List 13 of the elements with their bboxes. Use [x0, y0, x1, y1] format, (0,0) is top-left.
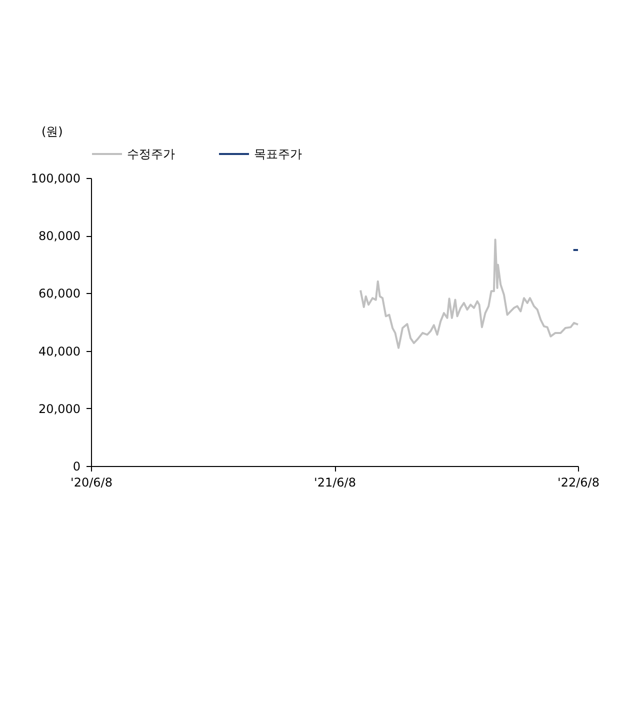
y-tick-label: 20,000 [38, 402, 80, 416]
y-tick-label: 100,000 [30, 172, 80, 186]
line-series [360, 238, 579, 349]
y-axis-title: (원) [42, 124, 63, 138]
legend-label: 목표주가 [254, 147, 302, 161]
y-tick-label: 40,000 [38, 344, 80, 358]
x-tick-label: '20/6/8 [70, 476, 112, 490]
x-tick-label: '22/6/8 [558, 476, 600, 490]
y-tick-label: 60,000 [38, 286, 80, 301]
y-tick-label: 0 [72, 460, 80, 474]
y-tick-label: 80,000 [38, 229, 80, 244]
legend-label: 수정주가 [127, 147, 175, 161]
x-tick-label: '21/6/8 [314, 476, 356, 490]
